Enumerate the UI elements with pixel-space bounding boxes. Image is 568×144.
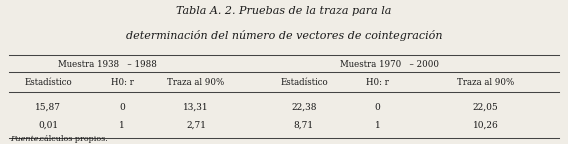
Text: 10,26: 10,26	[473, 121, 499, 130]
Text: 0: 0	[375, 103, 381, 112]
Text: Traza al 90%: Traza al 90%	[168, 78, 224, 87]
Text: 22,38: 22,38	[291, 103, 316, 112]
Text: 15,87: 15,87	[35, 103, 61, 112]
Text: cálculos propios.: cálculos propios.	[37, 135, 108, 143]
Text: Estadístico: Estadístico	[280, 78, 328, 87]
Text: 8,71: 8,71	[294, 121, 314, 130]
Text: determinación del número de vectores de cointegración: determinación del número de vectores de …	[126, 30, 442, 40]
Text: Traza al 90%: Traza al 90%	[457, 78, 514, 87]
Text: Muestra 1938   – 1988: Muestra 1938 – 1988	[59, 60, 157, 69]
Text: 2,71: 2,71	[186, 121, 206, 130]
Text: Muestra 1970   – 2000: Muestra 1970 – 2000	[340, 60, 438, 69]
Text: 0: 0	[119, 103, 125, 112]
Text: 1: 1	[119, 121, 125, 130]
Text: H0: r: H0: r	[111, 78, 133, 87]
Text: 0,01: 0,01	[38, 121, 59, 130]
Text: 1: 1	[375, 121, 381, 130]
Text: 13,31: 13,31	[183, 103, 209, 112]
Text: H0: r: H0: r	[366, 78, 389, 87]
Text: Fuente:: Fuente:	[10, 135, 41, 143]
Text: Estadístico: Estadístico	[24, 78, 72, 87]
Text: Tabla A. 2. Pruebas de la traza para la: Tabla A. 2. Pruebas de la traza para la	[176, 6, 392, 16]
Text: 22,05: 22,05	[473, 103, 499, 112]
